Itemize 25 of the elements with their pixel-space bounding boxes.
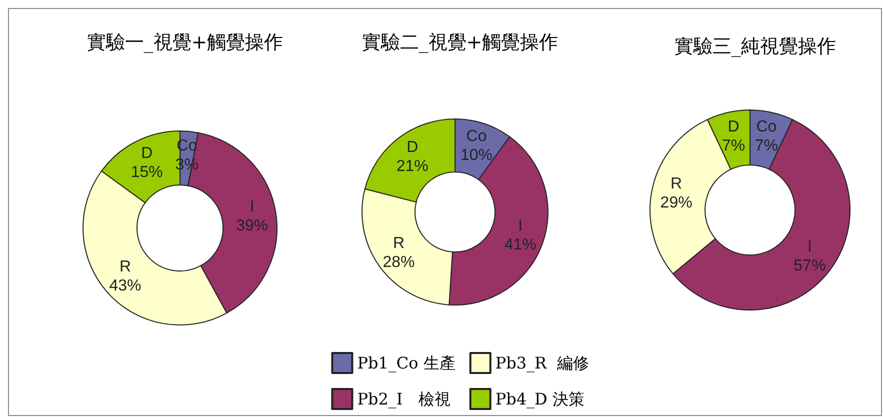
chart-title: 實驗二_視覺+觸覺操作 — [362, 32, 558, 54]
slice-label: I — [250, 198, 254, 216]
slice-label: D — [728, 118, 740, 136]
legend-label: Pb1_Co 生產 — [357, 354, 456, 372]
data-label: 7% — [722, 137, 746, 154]
data-label: 43% — [109, 277, 142, 294]
slice-label: I — [807, 238, 812, 256]
data-label: Co 10% — [460, 128, 492, 164]
slice-label: R — [119, 258, 132, 276]
slice-label: Co — [756, 118, 777, 136]
data-label: I 41% — [504, 218, 536, 254]
data-label: R 28% — [382, 234, 415, 271]
legend-label: Pb3_R 編修 — [495, 354, 589, 372]
chart-title: 實驗一_視覺+觸覺操作 — [86, 32, 284, 54]
slice-label: D — [141, 144, 153, 162]
legend-label: Pb2_I 檢視 — [357, 390, 451, 408]
data-label: 7% — [754, 137, 778, 154]
data-label: 15% — [130, 164, 163, 181]
data-label: 39% — [236, 218, 268, 235]
slice-label: R — [670, 176, 682, 193]
data-label: 57% — [794, 257, 826, 274]
chart-title: 實驗三_純視覺操作 — [674, 36, 836, 58]
data-label: 29% — [660, 194, 692, 212]
legend-label: Pb4_D 決策 — [495, 390, 584, 408]
data-label: D 21% — [396, 139, 428, 176]
